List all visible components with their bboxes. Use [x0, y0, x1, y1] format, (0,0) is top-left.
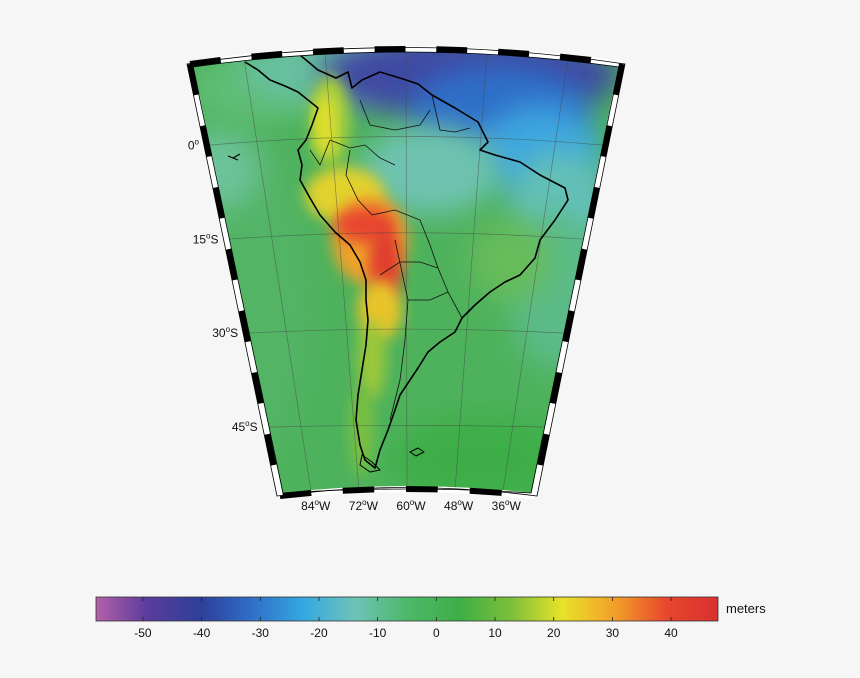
- graticule: [206, 49, 606, 496]
- frame-tick: [206, 155, 219, 189]
- meridian-line: [501, 58, 569, 496]
- frame-tick: [612, 63, 625, 96]
- meridian-line: [454, 52, 488, 496]
- frame-tick: [189, 57, 222, 67]
- colorbar-tick-label: -10: [369, 626, 387, 640]
- colorbar-tick-label: 40: [664, 626, 678, 640]
- frame-tick: [311, 487, 343, 496]
- frame-tick: [232, 279, 245, 312]
- frame-tick: [212, 186, 226, 219]
- axis-tick-label: 36oW: [492, 498, 522, 513]
- frame-tick: [528, 50, 561, 60]
- geoid-field: [190, 49, 622, 496]
- axis-tick-label: 72oW: [349, 498, 379, 513]
- frame-tick: [568, 279, 581, 312]
- axis-tick-label: 15oS: [193, 231, 219, 246]
- frame-tick: [556, 341, 569, 374]
- frame-tick: [559, 53, 592, 64]
- colorbar-ticks: -50 -40 -30 -20 -10 0 10 20 30 40: [134, 597, 678, 640]
- frame-tick: [537, 433, 550, 466]
- colorbar-tick-label: -50: [134, 626, 152, 640]
- latitude-labels: 0o 15oS 30oS 45oS: [188, 137, 258, 434]
- frame-tick: [238, 310, 251, 343]
- colorbar: -50 -40 -30 -20 -10 0 10 20 30 40 meters: [95, 596, 766, 640]
- frame-tick: [282, 48, 314, 57]
- frame-tick: [343, 46, 375, 54]
- frame-tick: [270, 464, 283, 497]
- frame-tick: [279, 489, 312, 499]
- frame-tick: [501, 489, 535, 499]
- frame-tick: [549, 371, 563, 405]
- frame-tick: [264, 433, 277, 466]
- frame-tick: [531, 464, 544, 497]
- frame-tick: [587, 186, 600, 219]
- frame-tick: [251, 371, 264, 405]
- frame-tick: [187, 63, 200, 96]
- coastline: [227, 54, 569, 473]
- country-borders: [309, 94, 471, 421]
- frame-tick: [467, 47, 499, 55]
- meridian-line: [243, 58, 313, 496]
- axis-tick-label: 0o: [188, 137, 200, 152]
- axis-tick-label: 84oW: [301, 498, 331, 513]
- frame-inner-outline: [192, 51, 620, 494]
- frame-tick: [593, 155, 607, 189]
- frame-tick: [469, 487, 503, 496]
- frame-tick: [606, 94, 619, 127]
- colorbar-tick-label: 20: [547, 626, 561, 640]
- colorbar-gradient: [95, 596, 719, 622]
- frame-tick: [193, 94, 206, 127]
- frame-tick: [575, 248, 588, 281]
- frame-tick: [562, 310, 575, 343]
- frame-tick: [590, 57, 623, 67]
- map-frame: [186, 46, 626, 499]
- longitude-labels: 84oW 72oW 60oW 48oW 36oW: [301, 498, 521, 513]
- frame-tick: [543, 402, 556, 435]
- frame-tick: [600, 125, 613, 158]
- colorbar-tick-label: -30: [252, 626, 270, 640]
- frame-tick: [244, 341, 258, 374]
- frame-tick: [312, 47, 344, 55]
- frame-tick: [257, 402, 271, 435]
- frame-tick: [251, 50, 283, 60]
- frame-tick: [199, 125, 213, 158]
- frame-tick: [497, 48, 530, 57]
- colorbar-tick-label: 10: [488, 626, 502, 640]
- meridian-line: [324, 52, 360, 496]
- colorbar-tick-label: -40: [193, 626, 211, 640]
- frame-tick: [436, 46, 468, 54]
- frame-tick: [581, 217, 594, 250]
- frame-tick: [219, 217, 232, 250]
- frame-outline: [186, 47, 626, 497]
- axis-tick-label: 30oS: [212, 325, 238, 340]
- colorbar-tick-label: 0: [433, 626, 440, 640]
- frame-tick: [220, 53, 252, 64]
- colorbar-tick-label: 30: [606, 626, 620, 640]
- axis-tick-label: 45oS: [232, 419, 258, 434]
- frame-tick: [225, 248, 238, 281]
- colorbar-tick-label: -20: [310, 626, 328, 640]
- colorbar-unit-label: meters: [726, 601, 766, 616]
- axis-tick-label: 60oW: [396, 498, 426, 513]
- meridian-line: [405, 49, 408, 496]
- axis-tick-label: 48oW: [444, 498, 474, 513]
